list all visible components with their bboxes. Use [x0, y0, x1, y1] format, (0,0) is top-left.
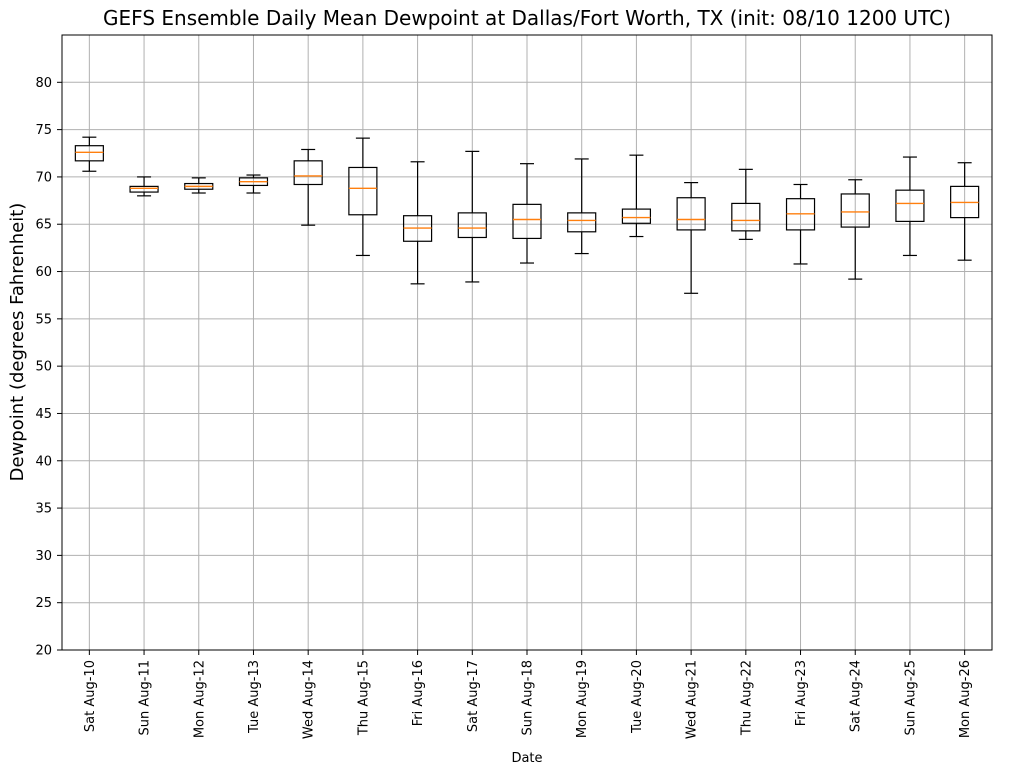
x-tick-label: Sat Aug-24 — [849, 660, 864, 732]
x-tick-label: Sat Aug-10 — [83, 660, 98, 732]
box-fri-aug-23 — [785, 183, 816, 265]
x-tick-label: Mon Aug-12 — [192, 660, 207, 738]
iqr-box — [512, 203, 542, 240]
x-tick-label: Wed Aug-14 — [302, 660, 317, 739]
y-tick-label: 40 — [35, 454, 52, 469]
iqr-box — [567, 212, 597, 233]
x-tick-label: Mon Aug-26 — [958, 660, 973, 738]
iqr-box — [74, 145, 104, 162]
x-tick-label: Sun Aug-25 — [903, 660, 918, 735]
iqr-box — [895, 189, 925, 222]
x-tick-label: Sun Aug-11 — [138, 660, 153, 735]
x-tick-label: Wed Aug-21 — [685, 660, 700, 739]
iqr-box — [348, 166, 378, 216]
box-sun-aug-11 — [129, 176, 159, 197]
y-tick-label: 65 — [35, 218, 52, 233]
y-tick-label: 25 — [35, 596, 52, 611]
box-sat-aug-10 — [74, 136, 104, 172]
y-tick-label: 60 — [35, 265, 52, 280]
box-tue-aug-13 — [238, 174, 269, 194]
iqr-box — [731, 202, 761, 232]
x-tick-label: Sat Aug-17 — [466, 660, 481, 732]
iqr-box — [457, 212, 487, 239]
y-tick-label: 30 — [35, 549, 52, 564]
box-sun-aug-18 — [512, 163, 542, 264]
box-wed-aug-21 — [676, 182, 706, 294]
box-tue-aug-20 — [621, 154, 652, 238]
x-tick-label: Thu Aug-22 — [739, 660, 754, 736]
y-tick-label: 50 — [35, 360, 52, 375]
x-tick-label: Tue Aug-20 — [630, 660, 645, 734]
x-tick-label: Fri Aug-23 — [794, 660, 809, 726]
y-axis-ticks: 20 25 30 35 40 45 50 55 60 65 70 75 80 — [35, 76, 62, 659]
grid-lines — [62, 35, 992, 651]
box-mon-aug-19 — [567, 158, 597, 255]
box-sat-aug-24 — [840, 179, 870, 280]
y-tick-label: 35 — [35, 502, 52, 517]
plot-area-frame — [61, 34, 993, 651]
x-tick-label: Mon Aug-19 — [575, 660, 590, 738]
y-tick-label: 20 — [35, 644, 52, 659]
x-tick-label: Tue Aug-13 — [247, 660, 262, 734]
iqr-box — [840, 193, 870, 228]
y-tick-label: 70 — [35, 170, 52, 185]
iqr-box — [293, 160, 323, 186]
box-mon-aug-12 — [184, 177, 214, 194]
x-axis-label: Date — [511, 751, 542, 766]
box-series — [74, 136, 980, 294]
x-tick-label: Fri Aug-16 — [411, 660, 426, 726]
iqr-box — [621, 208, 652, 224]
iqr-box — [129, 185, 159, 193]
box-mon-aug-26 — [950, 162, 980, 261]
y-tick-label: 75 — [35, 123, 52, 138]
iqr-box — [676, 197, 706, 231]
y-tick-label: 55 — [35, 312, 52, 327]
x-tick-label: Thu Aug-15 — [356, 660, 371, 736]
box-fri-aug-16 — [402, 161, 433, 285]
box-sun-aug-25 — [895, 156, 925, 257]
box-wed-aug-14 — [293, 148, 323, 226]
box-sat-aug-17 — [457, 150, 487, 283]
box-thu-aug-22 — [731, 168, 761, 240]
y-tick-label: 80 — [35, 76, 52, 91]
box-thu-aug-15 — [348, 137, 378, 257]
y-axis-label: Dewpoint (degrees Fahrenheit) — [7, 203, 28, 482]
x-tick-label: Sun Aug-18 — [521, 660, 536, 735]
y-tick-label: 45 — [35, 407, 52, 422]
x-axis-ticks: Sat Aug-10 Sun Aug-11 Mon Aug-12 Tue Aug-13… — [83, 650, 973, 739]
chart-title: GEFS Ensemble Daily Mean Dewpoint at Dal… — [103, 6, 951, 30]
